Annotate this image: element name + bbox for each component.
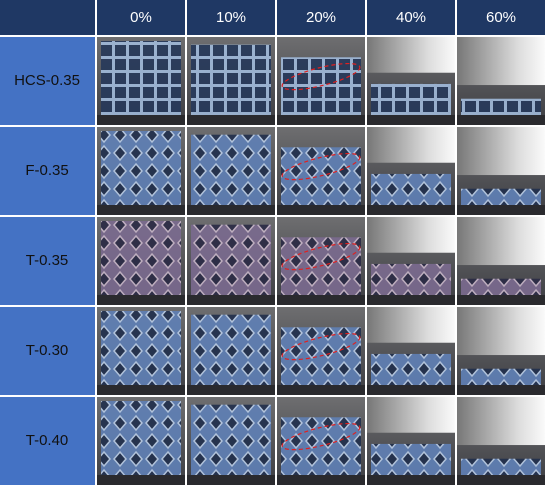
platen (97, 475, 185, 485)
specimen (461, 278, 541, 295)
specimen (461, 98, 541, 115)
specimen (371, 443, 451, 475)
platen (367, 385, 455, 395)
specimen (101, 41, 181, 115)
corner-cell (0, 0, 95, 35)
photo-glare (457, 217, 545, 266)
platen (277, 475, 365, 485)
specimen (461, 458, 541, 475)
row-label: HCS-0.35 (14, 72, 80, 89)
photo-glare (367, 397, 455, 433)
specimen (371, 173, 451, 205)
platen (277, 115, 365, 125)
row-label: T-0.40 (26, 432, 69, 449)
platen (187, 205, 275, 215)
specimen (101, 311, 181, 385)
specimen (191, 314, 271, 385)
photo-glare (457, 397, 545, 446)
platen (277, 295, 365, 305)
header-label: 60% (486, 9, 516, 26)
shear-band (281, 242, 361, 271)
specimen (371, 263, 451, 295)
header-label: 0% (130, 9, 152, 26)
specimen (461, 188, 541, 205)
specimen (191, 44, 271, 116)
row-label: F-0.35 (25, 162, 68, 179)
platen (187, 385, 275, 395)
shear-band (281, 422, 361, 451)
platen (97, 295, 185, 305)
specimen (191, 224, 271, 295)
specimen (461, 368, 541, 385)
platen (367, 475, 455, 485)
photo-glare (367, 37, 455, 73)
header-cell (277, 0, 365, 35)
specimen (191, 404, 271, 475)
platen (277, 205, 365, 215)
platen (187, 475, 275, 485)
header-label: 40% (396, 9, 426, 26)
row-label-cell (0, 307, 95, 395)
platen (97, 205, 185, 215)
platen (367, 115, 455, 125)
specimen (191, 134, 271, 205)
photo-glare (367, 307, 455, 343)
platen (457, 475, 545, 485)
row-label-cell (0, 127, 95, 215)
specimen (371, 83, 451, 115)
photo-glare (367, 127, 455, 163)
platen (277, 385, 365, 395)
platen (457, 295, 545, 305)
row-label: T-0.30 (26, 342, 69, 359)
header-cell (367, 0, 455, 35)
row-label-cell (0, 37, 95, 125)
platen (97, 385, 185, 395)
specimen (101, 401, 181, 475)
header-label: 10% (216, 9, 246, 26)
platen (187, 115, 275, 125)
photo-glare (367, 217, 455, 253)
shear-band (281, 62, 361, 91)
platen (457, 205, 545, 215)
platen (457, 385, 545, 395)
specimen (101, 221, 181, 295)
shear-band (281, 332, 361, 361)
shear-band (281, 152, 361, 181)
platen (97, 115, 185, 125)
header-cell (187, 0, 275, 35)
row-label-cell (0, 397, 95, 485)
platen (187, 295, 275, 305)
header-cell (97, 0, 185, 35)
photo-glare (457, 37, 545, 86)
photo-glare (457, 127, 545, 176)
header-cell (457, 0, 545, 35)
grid: 0% 10% 20% 40% 60% HCS-0.35 F-0.35 T-0.35 T-0.30… (0, 0, 545, 485)
specimen (371, 353, 451, 385)
photo-glare (457, 307, 545, 356)
row-label: T-0.35 (26, 252, 69, 269)
specimen (101, 131, 181, 205)
platen (457, 115, 545, 125)
row-label-cell (0, 217, 95, 305)
platen (367, 295, 455, 305)
header-label: 20% (306, 9, 336, 26)
platen (367, 205, 455, 215)
